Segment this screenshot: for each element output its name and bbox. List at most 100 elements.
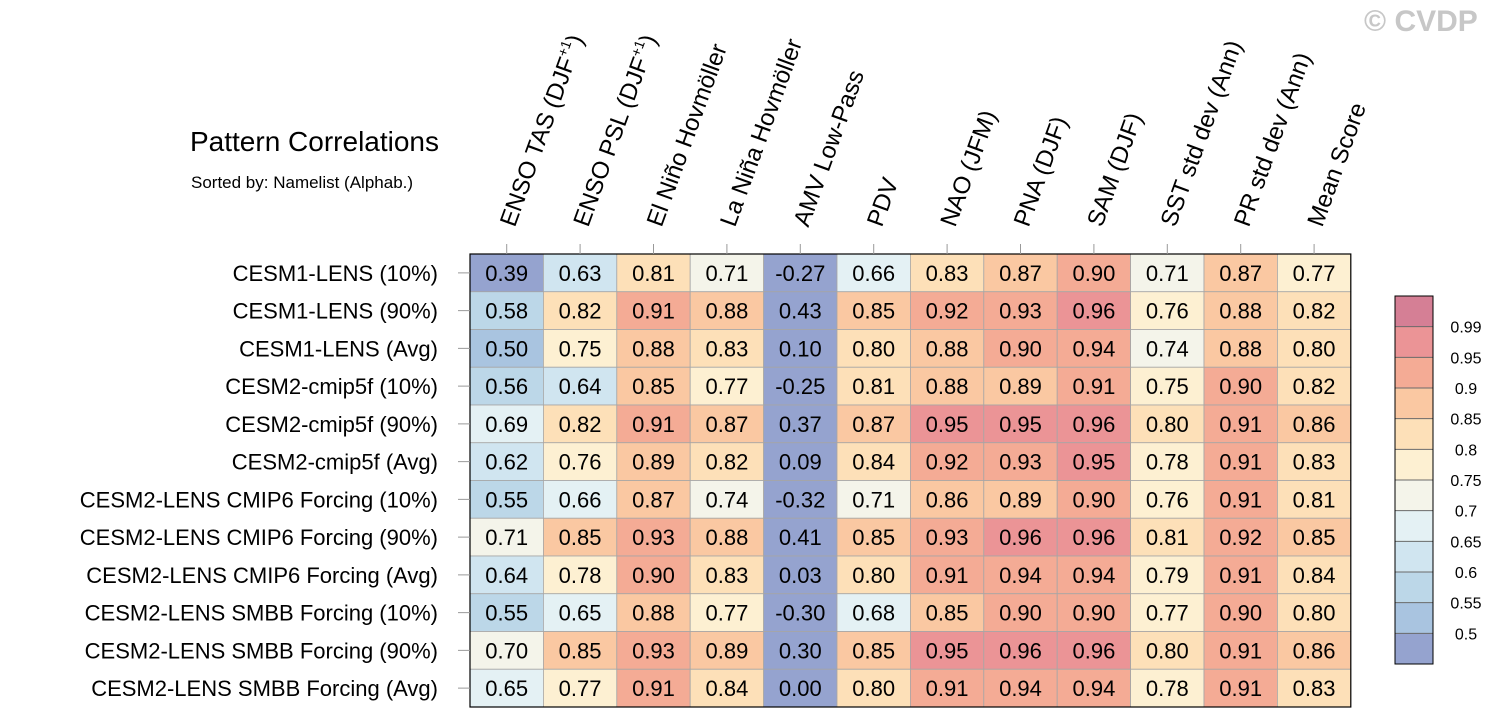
colorbar-tick-label: 0.6 (1455, 565, 1477, 582)
heatmap-cell (689, 329, 765, 368)
heatmap-cell (469, 404, 544, 444)
heatmap-cell (983, 555, 1058, 595)
heatmap-cell (689, 593, 765, 632)
cell-value-label: 0.71 (852, 487, 895, 512)
cell-value-label: 0.03 (779, 563, 822, 588)
heatmap-cell (836, 329, 911, 368)
heatmap-cell (910, 593, 985, 632)
cell-value-label: 0.77 (705, 601, 748, 626)
cell-value-label: 0.87 (632, 487, 675, 512)
column-label-text: ENSO TAS (DJF (495, 54, 581, 230)
cell-value-label: 0.75 (1146, 374, 1189, 399)
heatmap-cell (763, 555, 838, 595)
cell-value-label: 0.80 (1146, 412, 1189, 437)
heatmap-cell (1277, 329, 1352, 368)
row-label: CESM1-LENS (90%) (233, 299, 438, 324)
cell-value-label: 0.95 (1072, 450, 1115, 475)
cell-value-label: 0.96 (1072, 525, 1115, 550)
cell-value-label: 0.89 (999, 374, 1042, 399)
colorbar-swatch (1395, 572, 1433, 603)
column-label: NAO (JFM) (935, 107, 1002, 230)
heatmap-cell (616, 366, 691, 406)
heatmap-cell (983, 668, 1058, 708)
cell-value-label: 0.77 (1146, 601, 1189, 626)
cell-value-label: 0.88 (632, 601, 675, 626)
cell-value-label: 0.64 (485, 563, 528, 588)
cell-value-label: 0.84 (1293, 563, 1336, 588)
heatmap-cell (689, 442, 765, 481)
cell-value-label: 0.91 (632, 299, 675, 324)
heatmap-cell (1203, 517, 1278, 557)
heatmap-cell (689, 480, 765, 519)
heatmap-cell (836, 517, 911, 557)
cell-value-label: 0.84 (852, 450, 895, 475)
cell-value-label: 0.94 (1072, 563, 1115, 588)
row-label: CESM2-LENS SMBB Forcing (10%) (85, 601, 438, 626)
heatmap-cell (1056, 593, 1131, 632)
cell-value-label: 0.62 (485, 450, 528, 475)
cell-value-label: 0.87 (852, 412, 895, 437)
heatmap-cell (1277, 253, 1352, 293)
cell-value-label: 0.93 (632, 638, 675, 663)
chart-subtitle: Sorted by: Namelist (Alphab.) (191, 173, 414, 192)
column-label: La Niña Hovmöller (715, 35, 808, 230)
cell-value-label: 0.90 (1219, 601, 1262, 626)
cell-value-label: 0.79 (1146, 563, 1189, 588)
cell-value-label: 0.91 (632, 676, 675, 701)
cell-value-label: 0.91 (1219, 450, 1262, 475)
heatmap-cell (836, 555, 911, 595)
cell-value-label: 0.55 (485, 487, 528, 512)
colorbar-tick-label: 0.95 (1450, 350, 1481, 367)
cell-value-label: 0.82 (1293, 374, 1336, 399)
heatmap-cell (543, 366, 618, 406)
heatmap-cell (836, 593, 911, 632)
cell-value-label: 0.77 (705, 374, 748, 399)
cell-value-label: 0.83 (1293, 676, 1336, 701)
heatmap-cell (910, 291, 985, 330)
heatmap-cell (543, 480, 618, 519)
cell-value-label: 0.82 (705, 450, 748, 475)
row-label: CESM2-cmip5f (Avg) (232, 450, 438, 475)
cell-value-label: 0.80 (1293, 601, 1336, 626)
heatmap-cell (836, 631, 911, 670)
heatmap-cell (1203, 442, 1278, 481)
cell-value-label: 0.78 (1146, 450, 1189, 475)
heatmap-cell (763, 442, 838, 481)
colorbar-tick-label: 0.5 (1455, 626, 1477, 643)
column-label: PDV (862, 174, 904, 230)
cell-value-label: 0.78 (1146, 676, 1189, 701)
cell-value-label: 0.64 (559, 374, 602, 399)
cell-value-label: 0.43 (779, 299, 822, 324)
heatmap-cell (469, 555, 544, 595)
cell-value-label: 0.75 (559, 336, 602, 361)
cell-value-label: 0.83 (705, 336, 748, 361)
heatmap-cell (983, 442, 1058, 481)
cell-value-label: 0.91 (926, 563, 969, 588)
heatmap-cell (983, 517, 1058, 557)
row-label: CESM2-LENS CMIP6 Forcing (90%) (80, 525, 438, 550)
heatmap-cell (1056, 517, 1131, 557)
cell-value-label: 0.94 (999, 563, 1042, 588)
column-label-text: PR std dev (Ann) (1229, 49, 1317, 230)
heatmap-cell (1203, 480, 1278, 519)
heatmap-cell (1277, 480, 1352, 519)
cell-value-label: 0.90 (1072, 487, 1115, 512)
heatmap-cell (543, 253, 618, 293)
cell-value-label: 0.90 (1072, 601, 1115, 626)
cell-value-label: 0.91 (1219, 563, 1262, 588)
column-label: SAM (DJF) (1082, 109, 1148, 230)
cell-value-label: 0.86 (1293, 412, 1336, 437)
cell-value-label: 0.88 (1219, 299, 1262, 324)
cell-value-label: 0.91 (1072, 374, 1115, 399)
colorbar-tick-label: 0.65 (1450, 534, 1481, 551)
cell-value-label: 0.68 (852, 601, 895, 626)
heatmap-cell (836, 480, 911, 519)
cell-value-label: 0.85 (852, 525, 895, 550)
cell-value-label: 0.74 (705, 487, 748, 512)
heatmap-cell (543, 668, 618, 708)
cell-value-label: 0.77 (559, 676, 602, 701)
cell-value-label: 0.66 (559, 487, 602, 512)
colorbar-tick-label: 0.55 (1450, 596, 1481, 613)
column-label-text: PDV (862, 174, 904, 230)
heatmap-cell (1130, 517, 1205, 557)
